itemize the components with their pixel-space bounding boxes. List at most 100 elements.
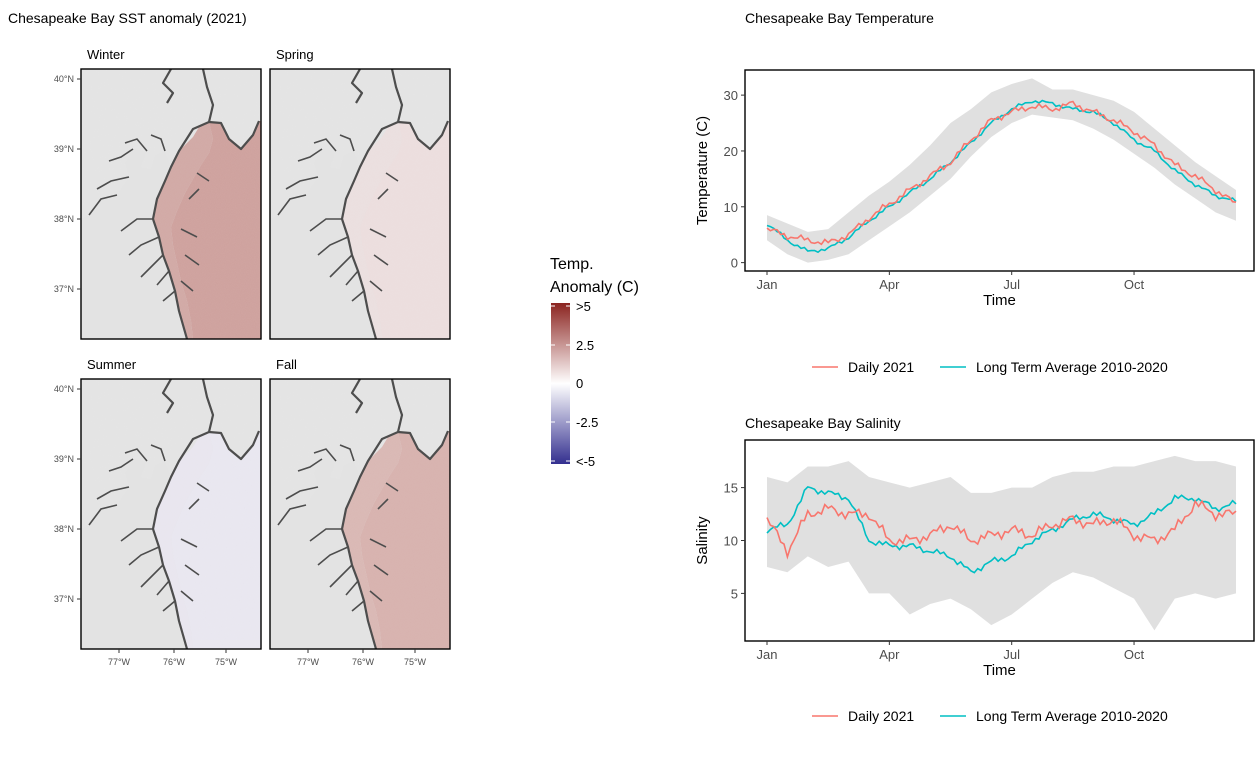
river [188,498,200,510]
river [345,270,359,286]
colorbar-title-line1: Temp. [550,256,594,273]
lat-tick-label: 40°N [54,384,74,394]
x-axis-title: Time [983,292,1016,309]
map-panel-fall: Fall 77°W 76°W 75°W [269,357,451,667]
y-tick-label: 30 [724,88,738,103]
y-tick-label: 10 [724,534,738,549]
river [156,270,170,286]
river [120,218,153,232]
series-daily-line [766,100,1237,246]
y-tick-label: 5 [731,586,738,601]
river [351,600,365,612]
river [128,236,160,256]
legend-average-label: Long Term Average 2010-2020 [976,359,1168,375]
river [140,254,164,278]
river [329,564,353,588]
y-tick-label: 10 [724,200,738,215]
y-tick-label: 20 [724,144,738,159]
river [140,564,164,588]
colorbar-label: >5 [576,299,591,314]
lat-tick-label: 38°N [54,214,74,224]
map-land-west [270,459,376,649]
colorbar-title-line2: Anomaly (C) [550,279,639,296]
river [297,458,323,472]
river [184,564,200,576]
river [309,528,342,542]
river [373,254,389,266]
anomaly-colorbar-legend: Temp. Anomaly (C) >5 2.5 0 -2.5 <-5 [550,256,639,469]
coastline [161,68,175,104]
river [128,546,160,566]
map-frame [80,68,262,340]
river [88,194,118,216]
facet-label-summer: Summer [87,357,137,372]
coastline [151,378,215,650]
river [373,564,389,576]
x-tick-label: Oct [1124,647,1145,662]
river [156,580,170,596]
colorbar-label: 0 [576,376,583,391]
legend-daily-label: Daily 2021 [848,708,914,724]
river [385,482,399,492]
river [377,498,389,510]
lat-tick-label: 37°N [54,284,74,294]
plot-frame [744,69,1255,272]
river [309,218,342,232]
river [277,504,307,526]
coastline [397,430,450,461]
river [369,228,387,238]
river [317,546,349,566]
river [369,538,387,548]
coastline [340,378,404,650]
river [339,444,355,462]
x-tick-label: Apr [879,277,900,292]
coastline [340,68,404,340]
river [339,134,355,152]
river [96,176,130,190]
river [313,138,337,152]
river [124,138,148,152]
lat-tick-label: 39°N [54,144,74,154]
river [180,228,198,238]
coastline [350,68,364,104]
y-tick-label: 15 [724,481,738,496]
map-land-west [270,149,376,339]
map-frame [269,378,451,650]
river [285,176,319,190]
series-daily-line [766,499,1237,560]
river [188,188,200,200]
x-tick-label: Jul [1003,277,1020,292]
river [297,148,323,162]
lon-tick-label: 77°W [297,657,320,667]
river [196,482,210,492]
coastline [208,430,261,461]
river [108,148,134,162]
range-ribbon [767,78,1236,263]
salinity-chart-title: Chesapeake Bay Salinity [745,415,901,431]
coastline [397,120,450,151]
river [385,172,399,182]
coastline [161,378,175,414]
river [313,448,337,462]
river [124,448,148,462]
river [351,290,365,302]
river [88,504,118,526]
river [277,194,307,216]
facet-label-spring: Spring [276,47,314,62]
colorbar-label: <-5 [576,454,595,469]
river [345,580,359,596]
lat-tick-label: 39°N [54,454,74,464]
range-ribbon [767,455,1236,631]
map-panel-winter: Winter 40°N 39°N 38°N 37°N [54,47,262,340]
lat-tick-label: 40°N [54,74,74,84]
temperature-chart: 0 10 20 30 Jan Apr Jul Oct Time Temperature (C) [694,69,1255,309]
river [162,290,176,302]
lon-tick-label: 77°W [108,657,131,667]
coastline [151,68,215,340]
river [329,254,353,278]
colorbar-ticks: >5 2.5 0 -2.5 <-5 [551,299,598,469]
legend-daily-label: Daily 2021 [848,359,914,375]
river [108,458,134,472]
river [285,486,319,500]
salinity-legend: Daily 2021 Long Term Average 2010-2020 [812,708,1168,724]
